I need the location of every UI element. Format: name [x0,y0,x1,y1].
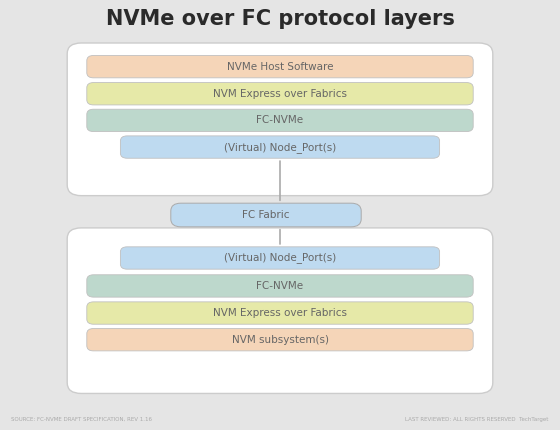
Text: NVMe Host Software: NVMe Host Software [227,61,333,72]
Text: FC-NVMe: FC-NVMe [256,115,304,126]
Text: NVM subsystem(s): NVM subsystem(s) [231,335,329,345]
Text: FC-NVMe: FC-NVMe [256,281,304,291]
FancyBboxPatch shape [120,136,440,158]
FancyBboxPatch shape [87,83,473,105]
Text: NVM Express over Fabrics: NVM Express over Fabrics [213,89,347,99]
FancyBboxPatch shape [67,43,493,196]
Text: (Virtual) Node_Port(s): (Virtual) Node_Port(s) [224,141,336,153]
Text: SOURCE: FC-NVME DRAFT SPECIFICATION, REV 1.16: SOURCE: FC-NVME DRAFT SPECIFICATION, REV… [11,417,152,422]
Text: LAST REVIEWED: ALL RIGHTS RESERVED  TechTarget: LAST REVIEWED: ALL RIGHTS RESERVED TechT… [405,417,549,422]
FancyBboxPatch shape [87,275,473,297]
FancyBboxPatch shape [87,109,473,132]
Text: (Virtual) Node_Port(s): (Virtual) Node_Port(s) [224,252,336,264]
FancyBboxPatch shape [67,228,493,393]
FancyBboxPatch shape [87,329,473,351]
Text: NVMe over FC protocol layers: NVMe over FC protocol layers [106,9,454,29]
FancyBboxPatch shape [171,203,361,227]
FancyBboxPatch shape [87,302,473,324]
Text: FC Fabric: FC Fabric [242,210,290,220]
FancyBboxPatch shape [120,247,440,269]
Text: NVM Express over Fabrics: NVM Express over Fabrics [213,308,347,318]
FancyBboxPatch shape [87,55,473,78]
